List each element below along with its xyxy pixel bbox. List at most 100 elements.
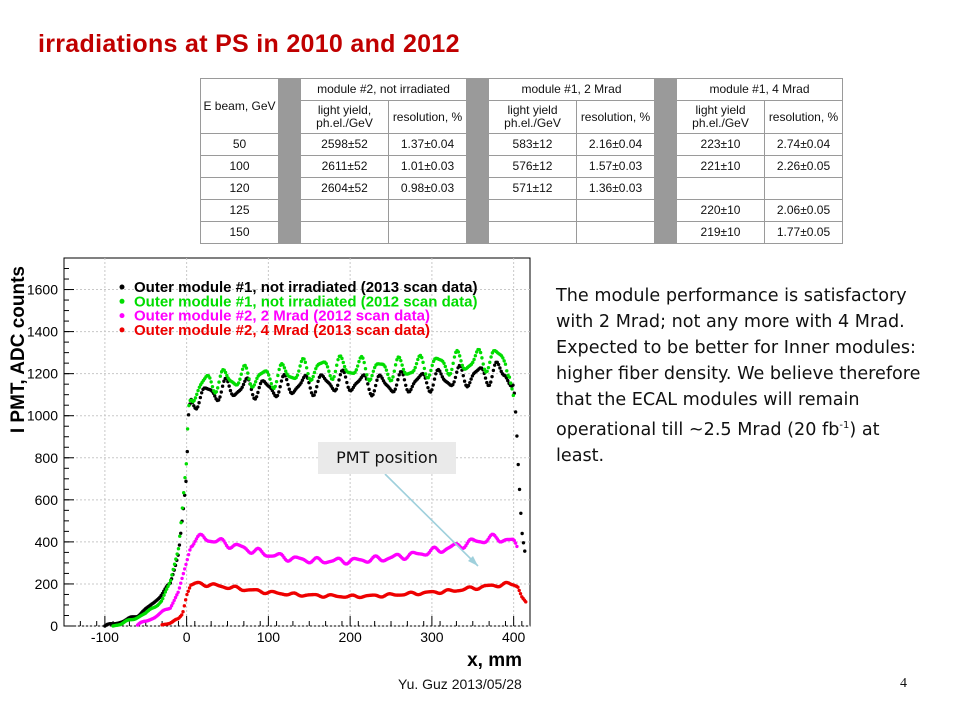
data-point [397, 355, 402, 360]
table-cell [388, 199, 467, 222]
data-point [431, 383, 435, 387]
header-ebeam: E beam, GeV [200, 78, 279, 134]
data-point [516, 585, 520, 589]
data-point [312, 370, 317, 375]
data-point [269, 381, 274, 386]
legend-entry: Outer module #2, 2 Mrad (2012 scan data) [134, 308, 430, 325]
data-point [391, 375, 395, 379]
data-point [366, 382, 370, 386]
data-point [185, 427, 190, 431]
table-cell [576, 221, 655, 244]
data-point [438, 369, 442, 373]
series-3 [160, 580, 528, 627]
data-point [198, 395, 203, 400]
data-point [220, 384, 225, 388]
data-point [383, 365, 387, 369]
data-point [182, 604, 187, 608]
data-point [393, 387, 397, 391]
data-point [460, 363, 465, 368]
data-point [384, 368, 389, 372]
data-point [179, 581, 183, 585]
header-group: module #2, not irradiated [300, 78, 467, 101]
data-point [265, 370, 270, 374]
table-cell: 1.01±0.03 [388, 155, 467, 178]
data-point [219, 390, 223, 394]
header-group: module #1, 4 Mrad [676, 78, 843, 101]
data-point [365, 373, 369, 377]
data-point [184, 479, 188, 484]
data-point [442, 361, 446, 365]
data-point [215, 386, 220, 390]
data-point [243, 363, 247, 368]
data-point [507, 375, 512, 379]
data-point [325, 365, 330, 369]
data-point [267, 373, 271, 377]
data-point [163, 590, 168, 594]
data-point [370, 373, 374, 378]
data-point [455, 370, 459, 374]
data-point [287, 387, 292, 391]
data-point [185, 557, 189, 562]
data-point [244, 366, 249, 370]
subheader: light yield ph.el./GeV [488, 100, 577, 134]
data-point [505, 369, 509, 373]
data-point [492, 363, 497, 367]
data-point [333, 369, 338, 374]
data-point [228, 388, 233, 393]
footer-author-date: Yu. Guz 2013/05/28 [398, 676, 522, 692]
data-point [372, 389, 377, 393]
data-point [401, 367, 406, 372]
data-point [483, 376, 488, 380]
table-row: 125 220±10 2.06±0.05 [200, 199, 843, 222]
data-point [517, 487, 522, 492]
data-point [199, 391, 204, 395]
legend-marker [119, 327, 125, 333]
data-point [273, 384, 277, 389]
data-point [171, 601, 175, 605]
data-point [501, 356, 505, 360]
data-point [302, 357, 306, 361]
data-point [218, 395, 222, 399]
data-point [468, 380, 472, 385]
data-point [444, 368, 449, 372]
data-point [473, 354, 478, 358]
data-point [210, 384, 215, 389]
results-table: E beam, GeV module #2, not irradiated mo… [200, 78, 843, 244]
data-point [343, 375, 348, 379]
data-point [176, 546, 181, 551]
legend-entry: Outer module #1, not irradiated (2012 sc… [134, 293, 477, 310]
table-cell: 220±10 [676, 199, 765, 222]
data-point [299, 381, 303, 385]
results-table-wrap: E beam, GeV module #2, not irradiated mo… [200, 78, 843, 244]
table-cell: 576±12 [488, 155, 577, 178]
table-cell: 221±10 [676, 155, 765, 178]
data-point [371, 392, 375, 397]
y-tick-label: 1400 [27, 324, 58, 340]
data-point [498, 366, 502, 370]
cell-ebeam: 150 [200, 221, 279, 244]
data-point [239, 372, 243, 376]
legend-marker [119, 284, 125, 290]
data-point [311, 374, 315, 379]
table-cell: 583±12 [488, 133, 577, 156]
data-point [187, 586, 192, 590]
data-point [420, 355, 424, 360]
data-point [284, 377, 289, 382]
data-point [197, 385, 202, 389]
legend-entry: Outer module #1, not irradiated (2013 sc… [134, 279, 477, 296]
data-point [313, 390, 318, 394]
data-point [355, 364, 360, 368]
data-point [488, 360, 492, 365]
data-point [423, 372, 428, 376]
y-tick-label: 1600 [27, 282, 58, 298]
data-point [380, 376, 384, 380]
data-point [162, 593, 166, 597]
data-point [304, 366, 309, 370]
data-point [180, 506, 185, 510]
table-cell: 2.74±0.04 [764, 133, 843, 156]
data-point [227, 384, 231, 388]
x-tick-label: 400 [502, 629, 526, 645]
data-point [482, 367, 487, 371]
data-point [295, 373, 300, 377]
legend-entry: Outer module #2, 4 Mrad (2013 scan data) [134, 322, 430, 339]
